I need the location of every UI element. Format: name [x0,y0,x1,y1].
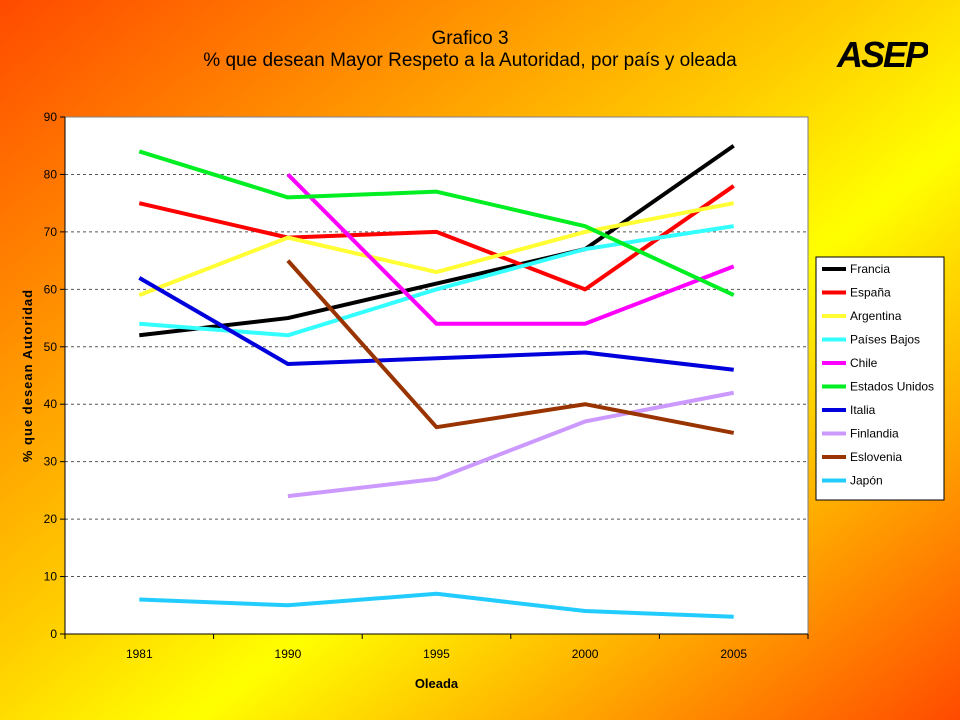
series-line-japón [139,591,734,619]
y-tick-label: 90 [44,110,58,124]
y-tick-label: 50 [44,340,58,354]
asep-logo: ASEP [836,34,928,72]
y-tick-label: 0 [50,627,57,641]
y-tick-label: 20 [44,512,58,526]
legend-label: Francia [850,262,890,276]
chart-title: Grafico 3 [431,28,509,49]
series-line-italia [138,276,734,372]
y-tick-label: 30 [44,455,58,469]
legend-label: Eslovenia [850,450,902,464]
legend-label: Estados Unidos [850,380,934,394]
svg-text:ASEP: ASEP [836,34,928,72]
y-axis-title: % que desean Autoridad [20,289,35,462]
y-tick-label: 40 [44,397,58,411]
legend-label: España [850,286,891,300]
series-line-países-bajos [139,224,735,338]
x-tick-label: 2000 [572,647,599,661]
series-line-finlandia [287,390,735,499]
legend-label: Italia [850,403,876,417]
x-tick-label: 1995 [423,647,450,661]
x-axis-title: Oleada [415,676,459,691]
legend-box [815,256,945,501]
y-tick-label: 70 [44,225,58,239]
legend-label: Argentina [850,309,902,323]
y-tick-label: 80 [44,167,58,181]
plot-area [64,116,809,635]
series-line-francia [139,144,735,338]
x-tick-label: 1990 [275,647,302,661]
legend-label: Chile [850,356,878,370]
x-tick-label: 2005 [720,647,747,661]
series-line-españa [138,184,735,292]
series-line-estados-unidos [138,149,735,297]
y-tick-label: 10 [44,570,58,584]
legend-label: Países Bajos [850,333,920,347]
legend-label: Finlandia [850,427,899,441]
y-tick-label: 60 [44,282,58,296]
chart-subtitle: % que desean Mayor Respeto a la Autorida… [203,50,737,71]
series-line-eslovenia [286,259,735,435]
x-tick-label: 1981 [126,647,153,661]
legend-label: Japón [850,474,883,488]
series-line-argentina [138,201,735,297]
series-line-chile [286,173,735,326]
